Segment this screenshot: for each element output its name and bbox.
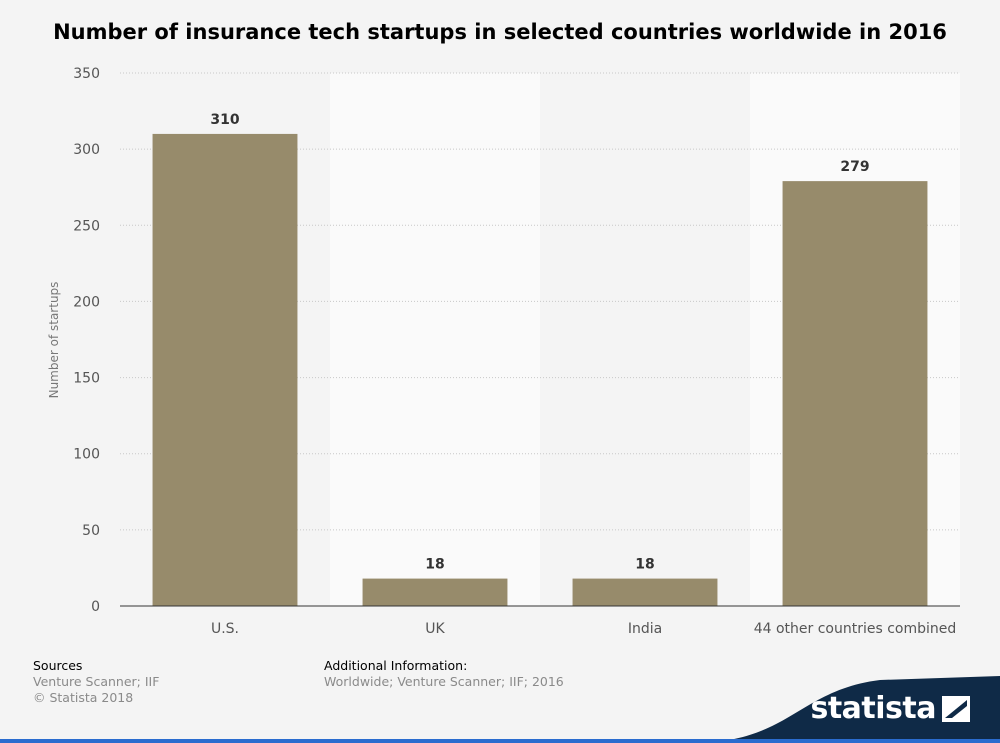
additional-info-block: Additional Information: Worldwide; Ventu… <box>324 658 564 690</box>
x-tick-label: UK <box>425 621 445 637</box>
additional-info-text: Worldwide; Venture Scanner; IIF; 2016 <box>324 674 564 689</box>
copyright-text: © Statista 2018 <box>33 690 134 705</box>
y-tick-label: 350 <box>73 66 100 82</box>
y-tick-label: 300 <box>73 142 100 158</box>
y-tick-label: 100 <box>73 447 100 463</box>
y-tick-label: 50 <box>82 523 100 539</box>
brand-stripe <box>0 739 1000 743</box>
bar[interactable] <box>362 578 508 606</box>
bar[interactable] <box>782 181 928 606</box>
statista-logo[interactable]: statista <box>810 691 970 726</box>
statista-logo-text: statista <box>810 691 936 726</box>
x-axis-ticks: U.S. UK India 44 other countries combined <box>211 621 956 637</box>
category-band <box>330 73 540 606</box>
category-band <box>540 73 750 606</box>
sources-block: Sources Venture Scanner; IIF © Statista … <box>33 658 159 706</box>
y-tick-label: 200 <box>73 294 100 310</box>
bar[interactable] <box>572 578 718 606</box>
x-tick-label: U.S. <box>211 621 239 637</box>
y-axis-ticks: 0 50 100 150 200 250 300 350 <box>73 66 100 615</box>
bars <box>152 133 928 606</box>
sources-heading: Sources <box>33 658 83 673</box>
chart-title: Number of insurance tech startups in sel… <box>53 20 947 44</box>
x-tick-label: 44 other countries combined <box>754 621 957 637</box>
sources-text: Venture Scanner; IIF <box>33 674 160 689</box>
additional-info-heading: Additional Information: <box>324 658 468 673</box>
brand-wave <box>700 676 1000 743</box>
bar[interactable] <box>152 133 298 606</box>
value-labels: 310 18 18 279 <box>210 112 869 573</box>
y-tick-label: 250 <box>73 218 100 234</box>
y-tick-label: 150 <box>73 371 100 387</box>
value-label: 310 <box>210 112 239 128</box>
statista-logo-icon <box>942 695 970 722</box>
value-label: 279 <box>840 159 869 175</box>
value-label: 18 <box>635 557 654 573</box>
y-tick-label: 0 <box>91 599 100 615</box>
x-tick-label: India <box>628 621 662 637</box>
value-label: 18 <box>425 557 444 573</box>
y-axis-label: Number of startups <box>47 282 61 399</box>
